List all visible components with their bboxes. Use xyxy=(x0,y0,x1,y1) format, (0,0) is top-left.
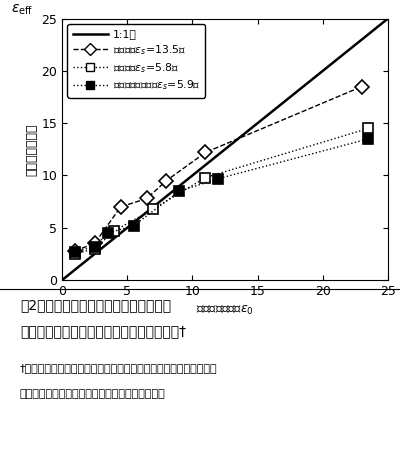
Text: アセトンの混合割合を変えた複数の渶液を使用。: アセトンの混合割合を変えた複数の渶液を使用。 xyxy=(20,389,166,399)
Text: †本成果では湶媒として、空気、コーン油、アセトン、コーン油と: †本成果では湶媒として、空気、コーン油、アセトン、コーン油と xyxy=(20,363,218,374)
Y-axis label: 混合体の誘電率: 混合体の誘電率 xyxy=(26,123,38,175)
Text: 図2　団粒構造や結合水が固相の誘電率: 図2 団粒構造や結合水が固相の誘電率 xyxy=(20,299,171,313)
Text: $\varepsilon_{\rm eff}$: $\varepsilon_{\rm eff}$ xyxy=(12,3,34,17)
X-axis label: 渶媒の誘電率　$\varepsilon_0$: 渶媒の誘電率 $\varepsilon_0$ xyxy=(196,304,254,317)
Text: 測定に与える影響（採取地：つくば）†: 測定に与える影響（採取地：つくば）† xyxy=(20,324,186,338)
Legend: 1:1線, 風乾土（$\varepsilon_s$=13.5）, 炉乾土（$\varepsilon_s$=5.8）, 磨り潰し炉乾土（$\varepsilon_: 1:1線, 風乾土（$\varepsilon_s$=13.5）, 炉乾土（$\v… xyxy=(68,24,205,98)
